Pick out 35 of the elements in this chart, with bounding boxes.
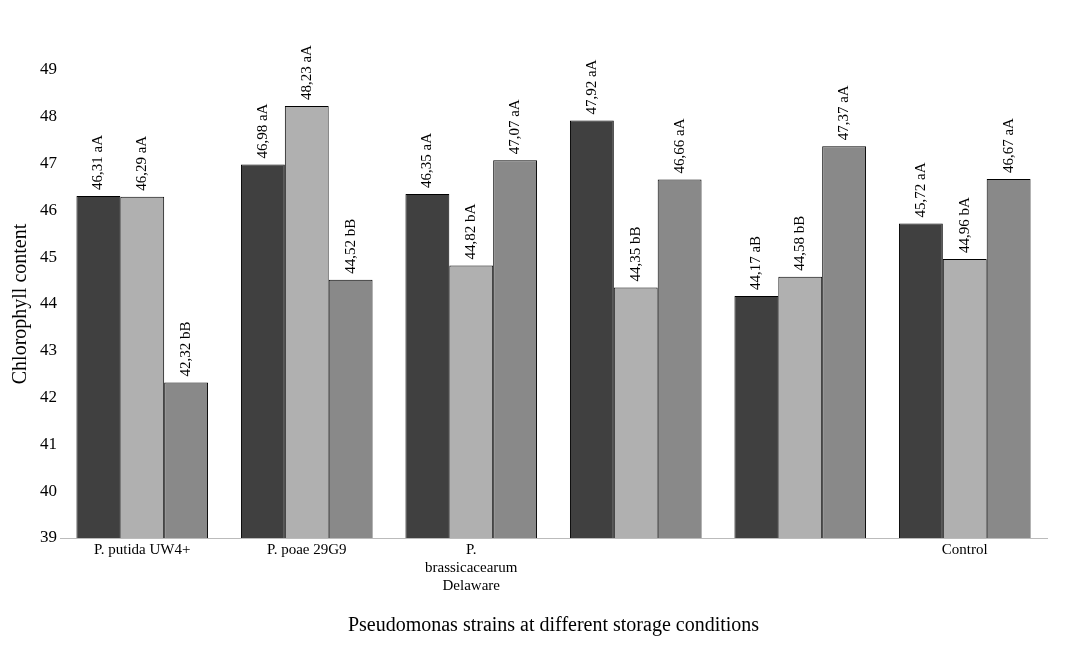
data-label: 44,17 aB (747, 235, 764, 291)
data-label: 47,07 aA (506, 99, 523, 155)
y-tick-label: 48 (40, 106, 57, 126)
x-tick-label: P. putida UW4+ (94, 540, 191, 557)
y-tick-label: 43 (40, 340, 57, 360)
y-axis-title: Chlorophyll content (8, 223, 32, 385)
y-tick-label: 42 (40, 387, 57, 407)
data-label: 48,23 aA (297, 44, 314, 101)
x-tick-label: P. brassicacearum Delaware (425, 540, 518, 593)
data-label: 46,29 aA (133, 135, 150, 191)
y-tick-label: 45 (40, 246, 57, 266)
x-axis-title: Pseudomonas strains at different storage conditions (347, 613, 760, 637)
data-label: 46,31 aA (89, 134, 106, 190)
data-label: 46,66 aA (670, 118, 687, 174)
x-tick-label: P. poae 29G9 (266, 540, 347, 557)
x-tick-label: Control (941, 540, 988, 557)
data-label: 46,67 aA (999, 117, 1016, 174)
y-tick-label: 39 (40, 527, 57, 547)
data-label: 44,82 bA (462, 203, 479, 260)
data-label: 44,58 bB (791, 215, 808, 271)
data-label: 46,98 aA (253, 103, 270, 159)
y-tick-label: 40 (40, 480, 57, 500)
data-label: 47,92 aA (582, 59, 599, 115)
data-label: 46,35 aA (418, 132, 435, 189)
data-label: 44,52 bB (341, 218, 358, 274)
y-tick-label: 46 (40, 199, 57, 219)
data-label: 45,72 aA (911, 162, 928, 218)
data-label: 44,96 bA (955, 197, 972, 254)
y-tick-label: 49 (40, 59, 57, 79)
y-tick-label: 41 (40, 433, 57, 453)
data-label: 42,32 bB (177, 321, 194, 377)
data-label: 47,37 aA (835, 85, 852, 141)
y-tick-label: 47 (40, 153, 58, 173)
y-tick-label: 44 (40, 293, 58, 313)
data-label: 44,35 bB (626, 226, 643, 282)
